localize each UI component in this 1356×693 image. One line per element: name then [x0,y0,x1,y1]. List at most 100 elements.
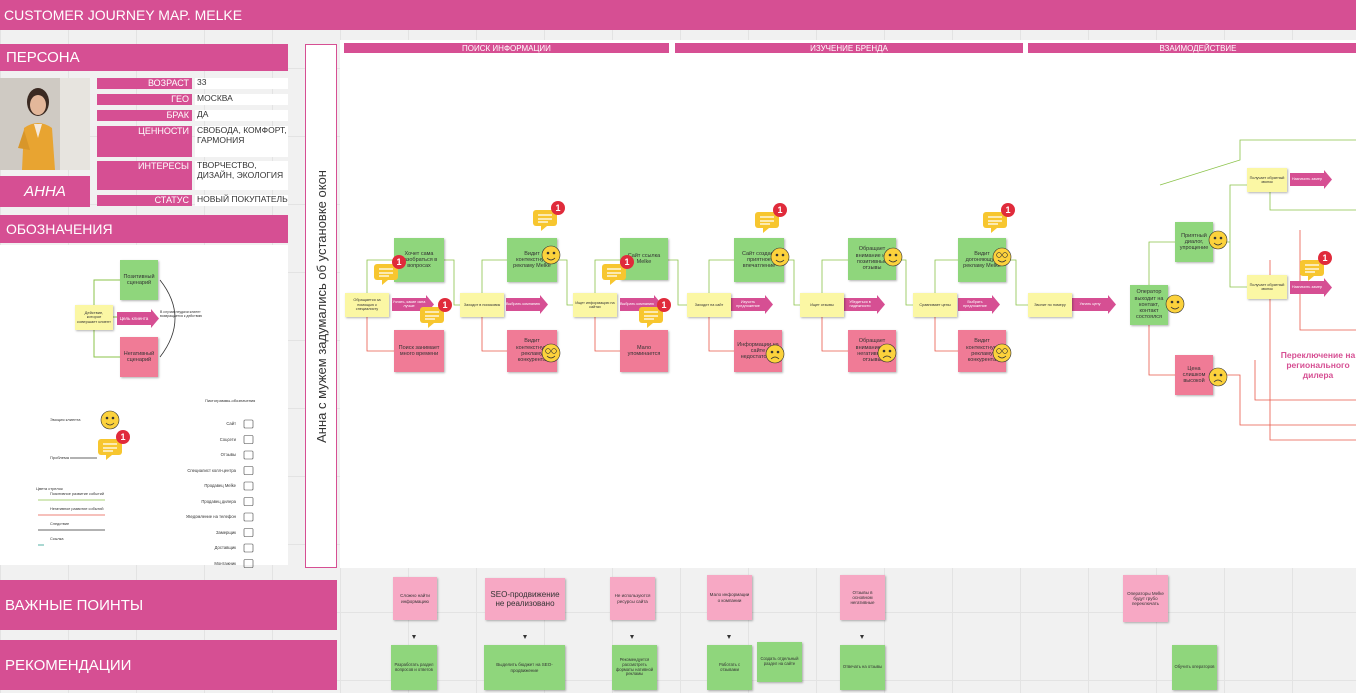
legend-icon [243,435,254,444]
legend-arrow-label: Ссылка [50,537,64,541]
point-note: Отзывы в основном негативные [840,575,885,620]
negative-link [366,317,394,352]
recommendation-note: Выделить бюджет на SEO-продвижение [484,645,565,690]
positive-link [594,259,687,306]
point-note: SEO-продвижение не реализовано [485,578,565,620]
negative-link [708,317,734,352]
map-note: Видит догоняющую рекламу Melke [958,238,1006,282]
legend-icon [243,481,254,491]
point-note: Не используются ресурсы сайта [610,577,655,620]
goal-arrow-label: Изучить предложение [736,299,760,308]
negative-link [594,317,620,352]
legend-goal-arrow [117,309,159,328]
map-note: Видит контекстную рекламу Melke [507,238,557,282]
map-note: Оператор выходит на контакт, контакт сос… [1130,285,1168,325]
goal-arrow-label: Назначить замер [1291,284,1323,289]
legend-icon [243,497,254,506]
legend-pain: Проблема [50,455,69,460]
points-title: ВАЖНЫЕ ПОИНТЫ [0,580,337,630]
goal-arrow-label: Выбрать предложение [963,299,987,308]
recommendations-title: РЕКОМЕНДАЦИИ [0,640,337,690]
goal-arrow [1290,170,1332,189]
negative-link [481,317,507,352]
map-note: Получает обратный звонок [1247,275,1287,299]
map-note: Мало упоминается [620,330,668,372]
field-value: 33 [195,77,288,89]
legend-arrow-label: Следствие [50,522,70,526]
legend-icon-label: Отзывы [220,452,236,457]
goal-arrow [958,295,1000,314]
map-note: Сайт ссылка Melke [620,238,668,280]
positive-link [1148,139,1356,288]
legend-icons-title: Пиктограммы-обозначения [205,398,256,403]
goal-arrow-label: Выбрать компанию [506,301,541,306]
field-label: ВОЗРАСТ [97,78,192,89]
header-title: CUSTOMER JOURNEY MAP. MELKE [0,0,1356,30]
field-value: СВОБОДА, КОМФОРТ, ГАРМОНИЯ [195,125,288,157]
goal-arrow-label: Узнать, какие окна лучше [392,299,426,308]
map-note: Звонит по номеру [1028,293,1072,317]
map-note: Поиск занимает много времени [394,330,444,372]
legend-icon-label: Уведомление на телефон [185,514,236,519]
map-note: Обращается за помощью к специалисту [345,293,389,317]
legend-icon [243,543,254,553]
photo-illustration [0,78,90,170]
recommendation-note: Работать с отзывами [707,645,752,690]
map-note: Заходит в поисковик [460,293,504,317]
map-note: Видит контекстную рекламу конкурента [958,330,1006,372]
positive-link [481,259,573,306]
legend-title: ОБОЗНАЧЕНИЯ [0,215,288,243]
legend-icon [243,559,254,568]
map-note: Обращает внимание на негативные отзывы [848,330,896,372]
legend-icon [243,512,254,522]
map-note: Заходит на сайт [687,293,731,317]
field-label: ГЕО [97,94,192,105]
map-note: Сравнивает цены [913,293,957,317]
persona-title: ПЕРСОНА [0,44,288,71]
negative-link [934,317,958,352]
stage-bar: ВЗАИМОДЕЙСТВИЕ [1028,43,1356,53]
persona-photo [0,78,90,170]
recommendation-note: Отвечать на отзывы [840,645,885,690]
map-note: Видит контекстную рекламу конкурента [507,330,557,372]
legend-icon-label: Продавец дилера [201,498,236,504]
recommendation-note: Разработать раздел вопросов и ответов [391,645,437,690]
legend-icon [243,466,254,475]
legend-icon [243,419,254,429]
field-label: БРАК [97,110,192,121]
goal-arrow [506,295,548,314]
legend-goal: Цель клиента [119,316,149,321]
recommendation-note: Рекомендуется рассмотреть форматы нативн… [612,645,657,690]
negative-link [821,317,848,352]
legend-emotion: Эмоция клиента [50,417,81,422]
point-note: Мало информации о компании [707,575,752,620]
goal-arrow [1072,295,1116,314]
field-label: ЦЕННОСТИ [97,126,192,157]
switch-text: Переключение на регионального дилера [1280,350,1356,380]
legend-negative: Негативный сценарий [120,337,158,377]
map-note: Ищет информацию на сайтах [573,293,617,317]
legend-arrows-title: Цвета стрелок [36,486,63,491]
negative-link [1148,230,1356,441]
goal-arrow-label: Назначить замер [1291,176,1323,181]
goal-arrow-label: Узнать цену [1079,301,1101,306]
stage-bar: ИЗУЧЕНИЕ БРЕНДА [675,43,1023,53]
map-note: Приятный диалог, упрощение [1175,222,1213,262]
map-note: Получает обратный звонок [1247,168,1287,192]
legend-link [93,279,120,358]
legend-loop [159,279,176,358]
legend-icon [243,450,254,460]
goal-arrow-label: Убедиться в надежности [849,299,871,308]
legend-icon-label: Продавец Melke [204,483,236,488]
recommendation-note: Обучить операторов [1172,645,1217,690]
field-value: ДА [195,109,288,121]
legend-positive: Позитивный сценарий [120,260,158,300]
legend-loop-text: В случае неудачи клиент возвращается к д… [160,310,203,318]
goal-arrow [731,295,773,314]
map-note: Обращает внимание на позитивные отзывы [848,238,896,280]
legend-action: Действие, которое совершает клиент [75,305,113,330]
field-label: СТАТУС [97,195,192,206]
legend-icon-label: Специалист колл-центра [187,467,236,473]
legend-icon-label: Соцсети [219,436,236,442]
